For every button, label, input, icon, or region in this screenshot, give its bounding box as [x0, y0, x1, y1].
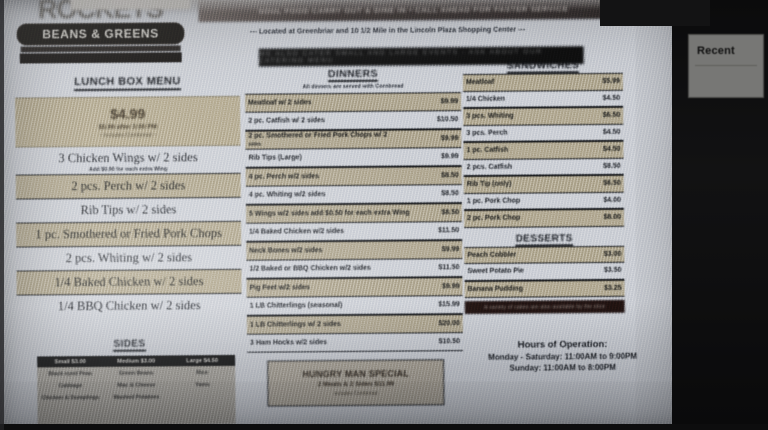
sandwiches-heading: SANDWICHES	[506, 60, 580, 74]
table-row: 1 LB Chitterlings (seasonal) $15.99	[246, 296, 463, 316]
logo-rule	[20, 45, 181, 53]
recent-panel-divider	[695, 65, 757, 66]
table-row: 5 Wings w/2 sides add $0.50 for each ext…	[245, 203, 463, 224]
table-row: Rib Tip (only) $6.50	[463, 174, 624, 194]
sides-column: Black eyed Peas Cabbage Chicken & Dumpli…	[37, 367, 103, 426]
lunch-cornbread-note: ~ Includes Cornbread ~	[99, 131, 157, 139]
hours-of-operation: Hours of Operation: Monday - Saturday: 1…	[455, 338, 670, 373]
recent-panel[interactable]: Recent	[688, 34, 764, 98]
table-row: Peach Cobbler $3.00	[464, 245, 625, 265]
table-row: Pig Feet w/2 sides $9.99	[246, 277, 463, 298]
sides-size-medium: Medium $3.00	[117, 357, 156, 365]
list-item: Rib Tips w/ 2 sides	[80, 202, 177, 218]
table-row: 4 pc. Perch w/2 sides $8.50	[245, 166, 462, 187]
sides-column: Rice Yams	[169, 366, 235, 425]
list-item: Mac & Cheese	[117, 382, 156, 389]
lunch-price-box: $4.99 $5.99 after 3:00 PM ~ Includes Cor…	[15, 95, 241, 148]
sides-column: Green Beans Mac & Cheese Mashed Potatoes	[103, 366, 169, 425]
cake-availability-note: A variety of cakes are also available by…	[464, 299, 625, 315]
lunch-price: $4.99	[110, 105, 146, 122]
sandwiches-section: SANDWICHES Meatloaf $5.99 1/4 Chicken $4.5…	[462, 60, 625, 315]
hungry-man-note: includes Cornbread	[334, 390, 378, 398]
hungry-man-special-box: HUNGRY MAN SPECIAL 2 Meats & 2 Sides $11…	[267, 359, 445, 407]
list-item: Chicken & Dumplings	[41, 394, 100, 402]
table-row: 1/2 Baked or BBQ Chicken w/2 sides $11.50	[246, 259, 463, 279]
lunch-box-heading: LUNCH BOX MENU	[15, 75, 240, 92]
hours-weekday: Monday - Saturday: 11:00AM to 9:00PM	[488, 351, 638, 362]
location-line: --- Located at Greenbriar and 10 1/2 Mil…	[249, 26, 526, 36]
menu-page: SOUL FOOD CARRY OUT & DINE IN • CALL AHE…	[10, 0, 670, 426]
sides-heading: SIDES	[113, 338, 146, 352]
photo-left-edge	[0, 0, 4, 430]
table-row: 2 pc. Catfish w/ 2 sides $10.50	[245, 111, 462, 131]
list-item: Black eyed Peas	[48, 370, 93, 378]
monitor-screen: SOUL FOOD CARRY OUT & DINE IN • CALL AHE…	[0, 0, 696, 430]
table-row: Meatloaf w/ 2 sides $9.99	[245, 92, 462, 113]
list-item: Mashed Potatoes	[113, 394, 160, 401]
hungry-man-line: 2 Meats & 2 Sides $11.99	[317, 380, 394, 389]
list-item: Cabbage	[58, 383, 83, 390]
sides-columns: Black eyed Peas Cabbage Chicken & Dumpli…	[37, 365, 236, 426]
dinners-section: DINNERS All dinners are served with Corn…	[245, 67, 464, 353]
table-row: 1 LB Chitterlings w/ 2 sides $20.00	[246, 314, 463, 335]
table-row: 1/4 Baked Chicken w/2 sides $11.50	[246, 222, 463, 242]
desserts-heading: DESSERTS	[515, 232, 573, 247]
recent-panel-title: Recent	[697, 45, 735, 57]
table-row: Banana Pudding $3.25	[464, 279, 625, 299]
sides-size-large: Large $4.50	[186, 357, 219, 364]
sides-table: Small $3.00 Medium $3.00 Large $4.50 Bla…	[37, 354, 236, 426]
list-item: 3 Chicken Wings w/ 2 sides	[58, 150, 198, 166]
list-item: 2 pcs. Perch w/ 2 sides	[15, 172, 241, 200]
table-row: Meatloaf $5.99	[462, 72, 624, 92]
hours-sunday: Sunday: 11:00AM to 8:00PM	[509, 362, 616, 373]
window-chrome-strip	[600, 0, 710, 26]
hours-heading: Hours of Operation:	[517, 338, 608, 351]
restaurant-logo: ROCKETS BEANS & GREENS	[10, 0, 191, 64]
list-item: Rice	[196, 370, 209, 377]
table-row: 2 pc. Pork Chop $8.00	[463, 208, 625, 228]
list-item: Green Beans	[118, 370, 154, 377]
list-item: 1 pc. Smothered or Fried Pork Chops	[16, 220, 242, 248]
sides-size-small: Small $3.00	[54, 358, 86, 365]
dinners-heading: DINNERS	[327, 67, 378, 83]
table-row: 1 pc. Pork Chop $4.00	[463, 192, 624, 211]
logo-tagline: BEANS & GREENS	[16, 22, 185, 46]
table-row: 2 pc. Smothered or Fried Pork Chops w/ 2…	[245, 129, 462, 150]
table-row: 3 Ham Hocks w/2 sides $10.50	[246, 333, 464, 353]
list-item: 2 pcs. Whiting w/ 2 sides	[65, 250, 192, 266]
lunch-box-section: LUNCH BOX MENU $4.99 $5.99 after 3:00 PM…	[15, 75, 242, 319]
list-item: 1/4 BBQ Chicken w/ 2 sides	[57, 298, 201, 314]
table-row: Neck Bones w/2 sides $9.99	[246, 240, 463, 261]
table-row: Rib Tips (Large) $9.99	[245, 148, 462, 168]
table-row: 2 pcs. Catfish $8.50	[463, 158, 624, 177]
dinners-cornbread-note: All dinners are served with Cornbread	[302, 83, 404, 91]
table-row: 3 pcs. Perch $4.50	[463, 124, 624, 143]
table-row: 1/4 Chicken $4.50	[463, 90, 624, 109]
list-item: 1/4 Baked Chicken w/ 2 sides	[16, 268, 242, 296]
hungry-man-title: HUNGRY MAN SPECIAL	[302, 368, 410, 380]
table-row: 3 pcs. Whiting $6.50	[463, 106, 624, 126]
lunch-price-after-3: $5.99 after 3:00 PM	[98, 122, 158, 131]
list-item: Yams	[194, 382, 210, 389]
glare-over-logo	[70, 0, 191, 11]
table-row: 4 pc. Whiting w/2 sides $8.50	[245, 185, 462, 205]
table-row: Sweet Potato Pie $3.50	[464, 262, 625, 281]
logo-bar	[19, 52, 182, 64]
photo-bottom-edge	[0, 424, 768, 430]
table-row: 1 pc. Catfish $4.50	[463, 140, 624, 160]
